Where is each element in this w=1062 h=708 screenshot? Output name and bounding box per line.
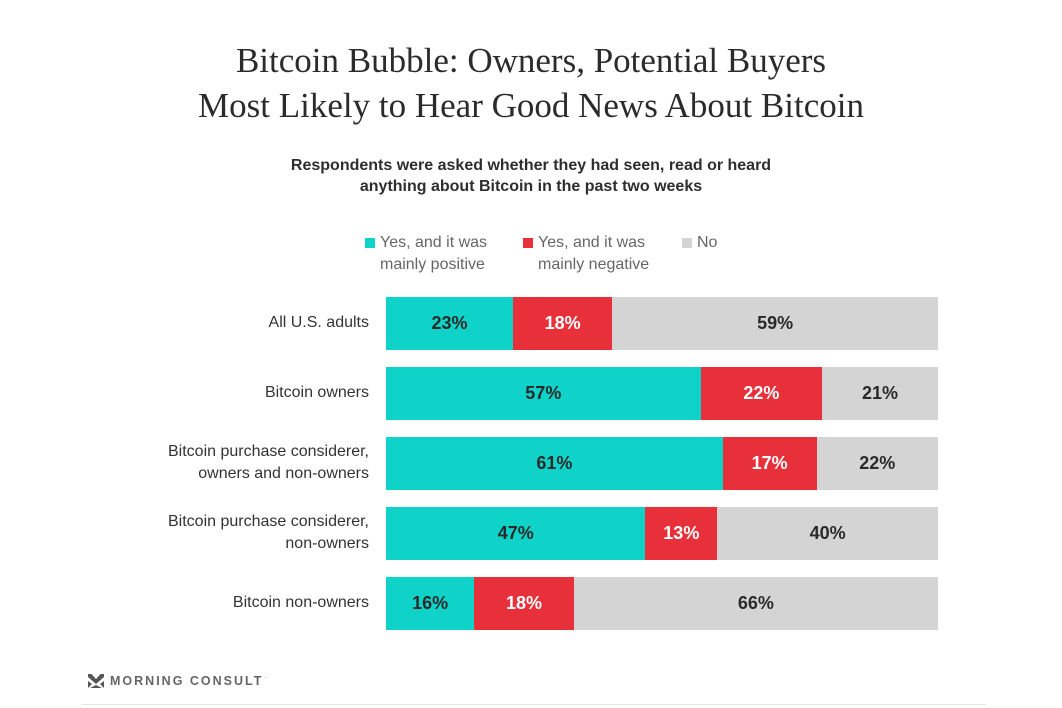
legend-swatch-icon [365, 238, 375, 248]
chart-title-line-2: Most Likely to Hear Good News About Bitc… [198, 86, 864, 125]
footer-divider [82, 704, 986, 705]
bar-value-label: 18% [544, 313, 581, 333]
morning-consult-logo-icon [88, 674, 104, 688]
bar-segment [645, 507, 718, 560]
category-label: Bitcoin purchase considerer, owners and … [168, 442, 369, 482]
bar-segment [717, 507, 938, 560]
bar-segment [816, 437, 938, 490]
footer-brand: MORNING CONSULT · [88, 673, 267, 689]
bar-value-label: 66% [737, 593, 774, 613]
bar-segment [612, 297, 938, 350]
category-label: Bitcoin owners [264, 383, 369, 401]
category-label: Bitcoin purchase considerer, non-owners [168, 512, 369, 552]
category-label: Bitcoin non-owners [232, 593, 369, 611]
bar-value-label: 22% [859, 453, 896, 473]
bar-segment [512, 297, 613, 350]
bar-value-label: 17% [751, 453, 788, 473]
bar-value-label: 22% [743, 383, 780, 403]
bar-segment [573, 577, 938, 630]
chart-subtitle-line-2: anything about Bitcoin in the past two w… [359, 178, 703, 195]
bar-value-label: 23% [431, 313, 468, 333]
bar-value-label: 21% [862, 383, 899, 403]
bar-segment [386, 367, 701, 420]
legend-label: No [697, 234, 718, 251]
bar-segment [474, 577, 574, 630]
legend-swatch-icon [523, 238, 533, 248]
bar-segment [822, 367, 938, 420]
chart-title: Bitcoin Bubble: Owners, Potential Buyers… [0, 38, 1062, 128]
bar-value-label: 16% [412, 593, 449, 613]
legend-label: Yes, and it was mainly positive [380, 234, 488, 273]
bar-value-label: 57% [525, 383, 562, 403]
bar-segment [386, 297, 513, 350]
bar-segment [722, 437, 817, 490]
bar-segment [386, 507, 646, 560]
bar-segment [700, 367, 823, 420]
footer-brand-name: MORNING CONSULT [110, 674, 264, 688]
chart-subtitle-line-1: Respondents were asked whether they had … [290, 157, 772, 174]
bar-value-label: 61% [536, 453, 573, 473]
legend-swatch-icon [682, 238, 692, 248]
chart-title-line-1: Bitcoin Bubble: Owners, Potential Buyers [235, 41, 827, 80]
bar-segment [386, 577, 475, 630]
category-label: All U.S. adults [268, 313, 369, 331]
footer-brand-mark: · [264, 673, 268, 682]
bar-value-label: 13% [663, 523, 700, 543]
bar-value-label: 40% [809, 523, 846, 543]
chart-subtitle: Respondents were asked whether they had … [0, 155, 1062, 197]
legend-label: Yes, and it was mainly negative [538, 234, 650, 273]
bar-value-label: 59% [757, 313, 794, 333]
bar-value-label: 47% [497, 523, 534, 543]
bar-value-label: 18% [505, 593, 542, 613]
bar-segment [386, 437, 723, 490]
